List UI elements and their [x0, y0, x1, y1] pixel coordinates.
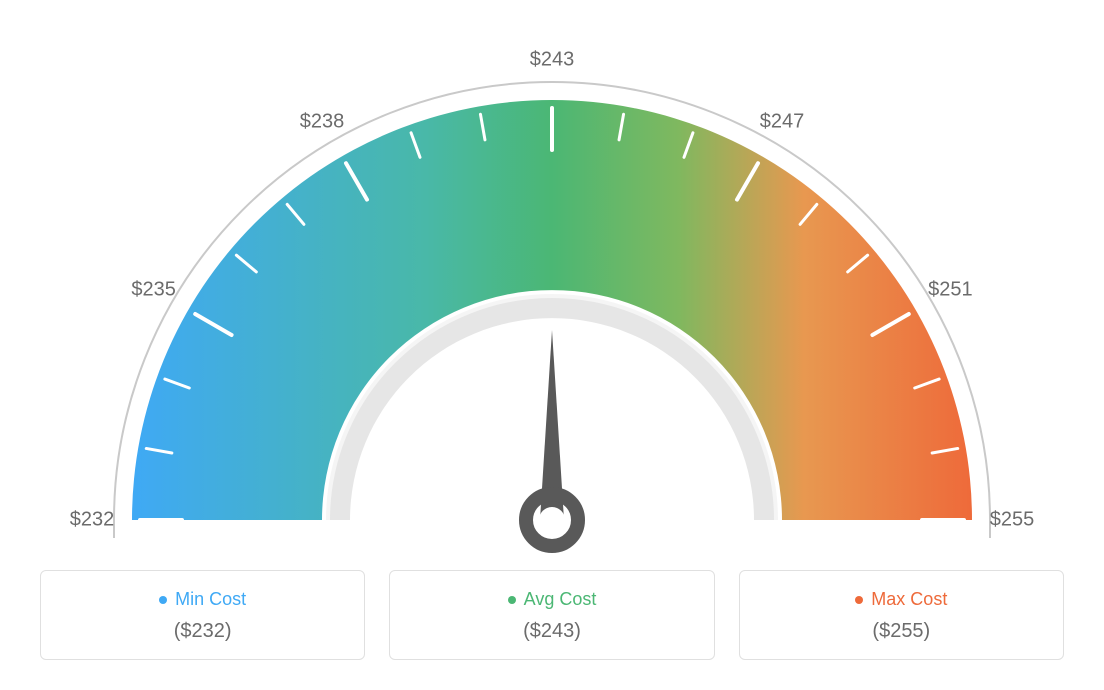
legend-min-value: ($232): [51, 620, 354, 643]
gauge-tick-label: $251: [928, 279, 973, 302]
legend-max-value: ($255): [750, 620, 1053, 643]
legend-avg-value: ($243): [400, 620, 703, 643]
legend-max-label: Max Cost: [871, 589, 947, 610]
gauge-chart: $232 $235 $238 $243 $247 $251 $255: [0, 0, 1104, 560]
dot-icon: [159, 596, 167, 604]
dot-icon: [508, 596, 516, 604]
dot-icon: [855, 596, 863, 604]
legend: Min Cost ($232) Avg Cost ($243) Max Cost…: [0, 570, 1104, 660]
gauge-tick-label: $247: [760, 110, 805, 133]
gauge-tick-label: $238: [300, 110, 345, 133]
gauge-tick-label: $232: [70, 509, 115, 532]
gauge-tick-label: $235: [131, 279, 176, 302]
gauge-tick-label: $255: [990, 509, 1035, 532]
legend-max-title: Max Cost: [855, 589, 947, 610]
legend-min-label: Min Cost: [175, 589, 246, 610]
legend-max: Max Cost ($255): [739, 570, 1064, 660]
legend-min: Min Cost ($232): [40, 570, 365, 660]
gauge-tick-label: $243: [530, 49, 575, 72]
legend-avg: Avg Cost ($243): [389, 570, 714, 660]
legend-avg-title: Avg Cost: [508, 589, 597, 610]
legend-min-title: Min Cost: [159, 589, 246, 610]
legend-avg-label: Avg Cost: [524, 589, 597, 610]
